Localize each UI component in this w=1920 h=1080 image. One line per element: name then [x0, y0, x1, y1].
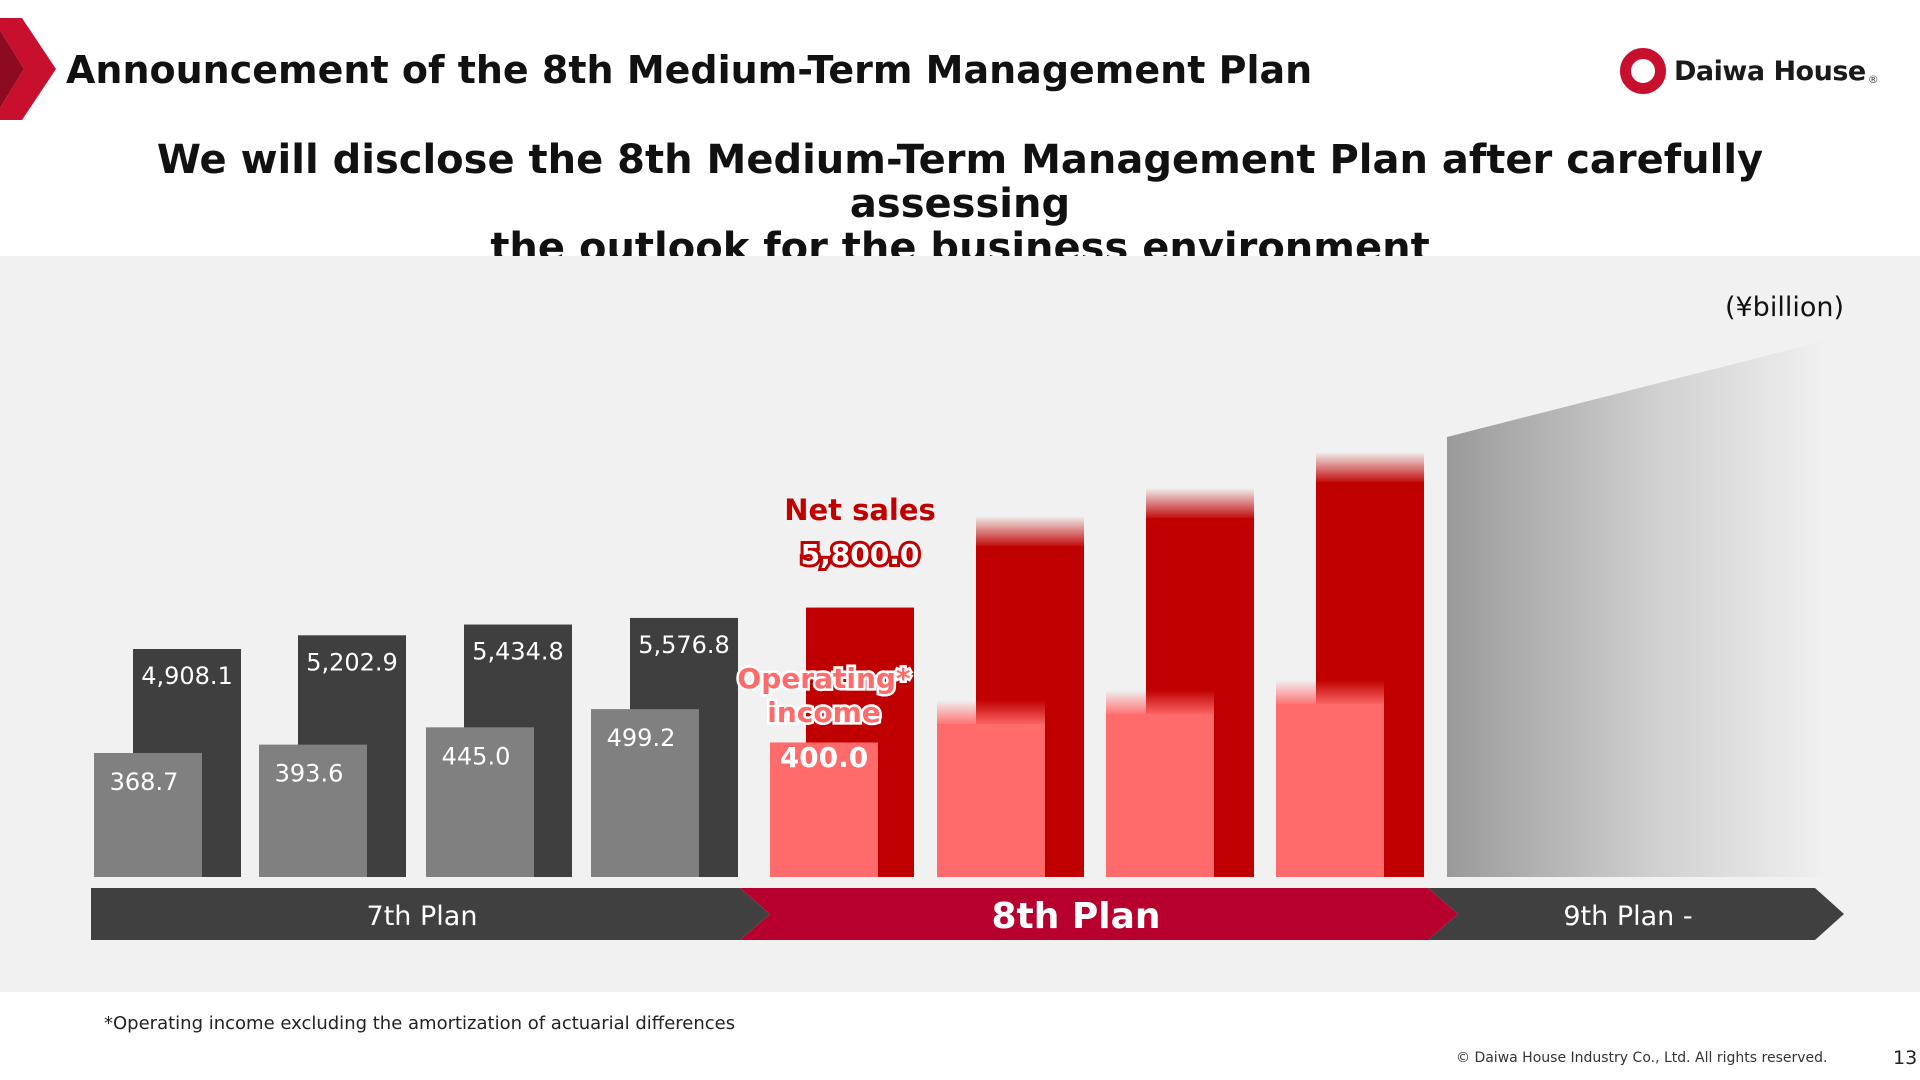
operating-income-series-label: income: [767, 696, 881, 729]
logo-registered-mark: ®: [1867, 72, 1879, 86]
ninth-plan-label: 9th Plan -: [1563, 901, 1692, 932]
future-operating-income-bar: [1106, 714, 1214, 877]
net-sales-series-label: Net sales: [784, 493, 936, 527]
copyright: © Daiwa House Industry Co., Ltd. All rig…: [1456, 1050, 1828, 1066]
net-sales-value-label: 5,576.8: [638, 631, 730, 659]
operating-income-value-label: 445.0: [442, 742, 511, 770]
operating-income-value-label: 393.6: [275, 760, 344, 788]
net-sales-value-label: 4,908.1: [141, 662, 233, 690]
net-sales-value-label: 5,434.8: [472, 638, 564, 666]
future-net-sales-bar-fade: [1146, 488, 1254, 520]
future-operating-income-bar-fade: [1106, 690, 1214, 716]
operating-income-value-label: 368.7: [110, 768, 179, 796]
ninth-plan-arrow: [1428, 888, 1844, 940]
operating-income-bar: [259, 744, 367, 877]
headline-line-1: We will disclose the 8th Medium-Term Man…: [156, 137, 1764, 227]
future-net-sales-bar-fade: [976, 516, 1084, 548]
headline: We will disclose the 8th Medium-Term Man…: [40, 138, 1880, 270]
logo-text: Daiwa House: [1674, 55, 1866, 87]
eighth-plan-label: 8th Plan: [991, 896, 1160, 937]
operating-income-value-label: 499.2: [607, 724, 676, 752]
future-operating-income-bar: [937, 724, 1045, 877]
operating-income-value-label: 400.0: [780, 741, 869, 774]
future-operating-income-bar: [1276, 704, 1384, 877]
page-title: Announcement of the 8th Medium-Term Mana…: [66, 48, 1313, 92]
brand-chevron-mark: [0, 18, 56, 120]
seventh-plan-arrow: [91, 888, 770, 940]
operating-income-bar: [426, 727, 534, 877]
footnote: *Operating income excluding the amortiza…: [104, 1013, 736, 1034]
page-number: 13: [1893, 1047, 1918, 1069]
seventh-plan-label: 7th Plan: [367, 901, 478, 932]
operating-income-bar: [94, 753, 202, 877]
net-sales-value-label: 5,800.0: [801, 538, 920, 571]
net-sales-value-label: 5,202.9: [306, 648, 398, 676]
future-net-sales-bar-fade: [1316, 452, 1424, 484]
unit-label: (¥billion): [1725, 292, 1844, 323]
operating-income-series-label: Operating*: [737, 662, 910, 695]
net-sales-operating-income-chart: (¥billion) 4,908.1 368.7 5,202.9 393.6 5,434.…: [91, 292, 1844, 940]
operating-income-bar: [770, 742, 878, 877]
future-operating-income-bar-fade: [1276, 680, 1384, 706]
company-logo: Daiwa House ®: [1620, 48, 1879, 94]
ninth-plan-outlook-shape: [1447, 340, 1828, 877]
eighth-plan-arrow: [740, 888, 1458, 940]
operating-income-bar: [591, 709, 699, 877]
future-operating-income-bar-fade: [937, 700, 1045, 726]
logo-ring-icon: [1620, 48, 1666, 94]
chart-panel: (¥billion) 4,908.1 368.7 5,202.9 393.6 5,434.…: [0, 256, 1920, 992]
